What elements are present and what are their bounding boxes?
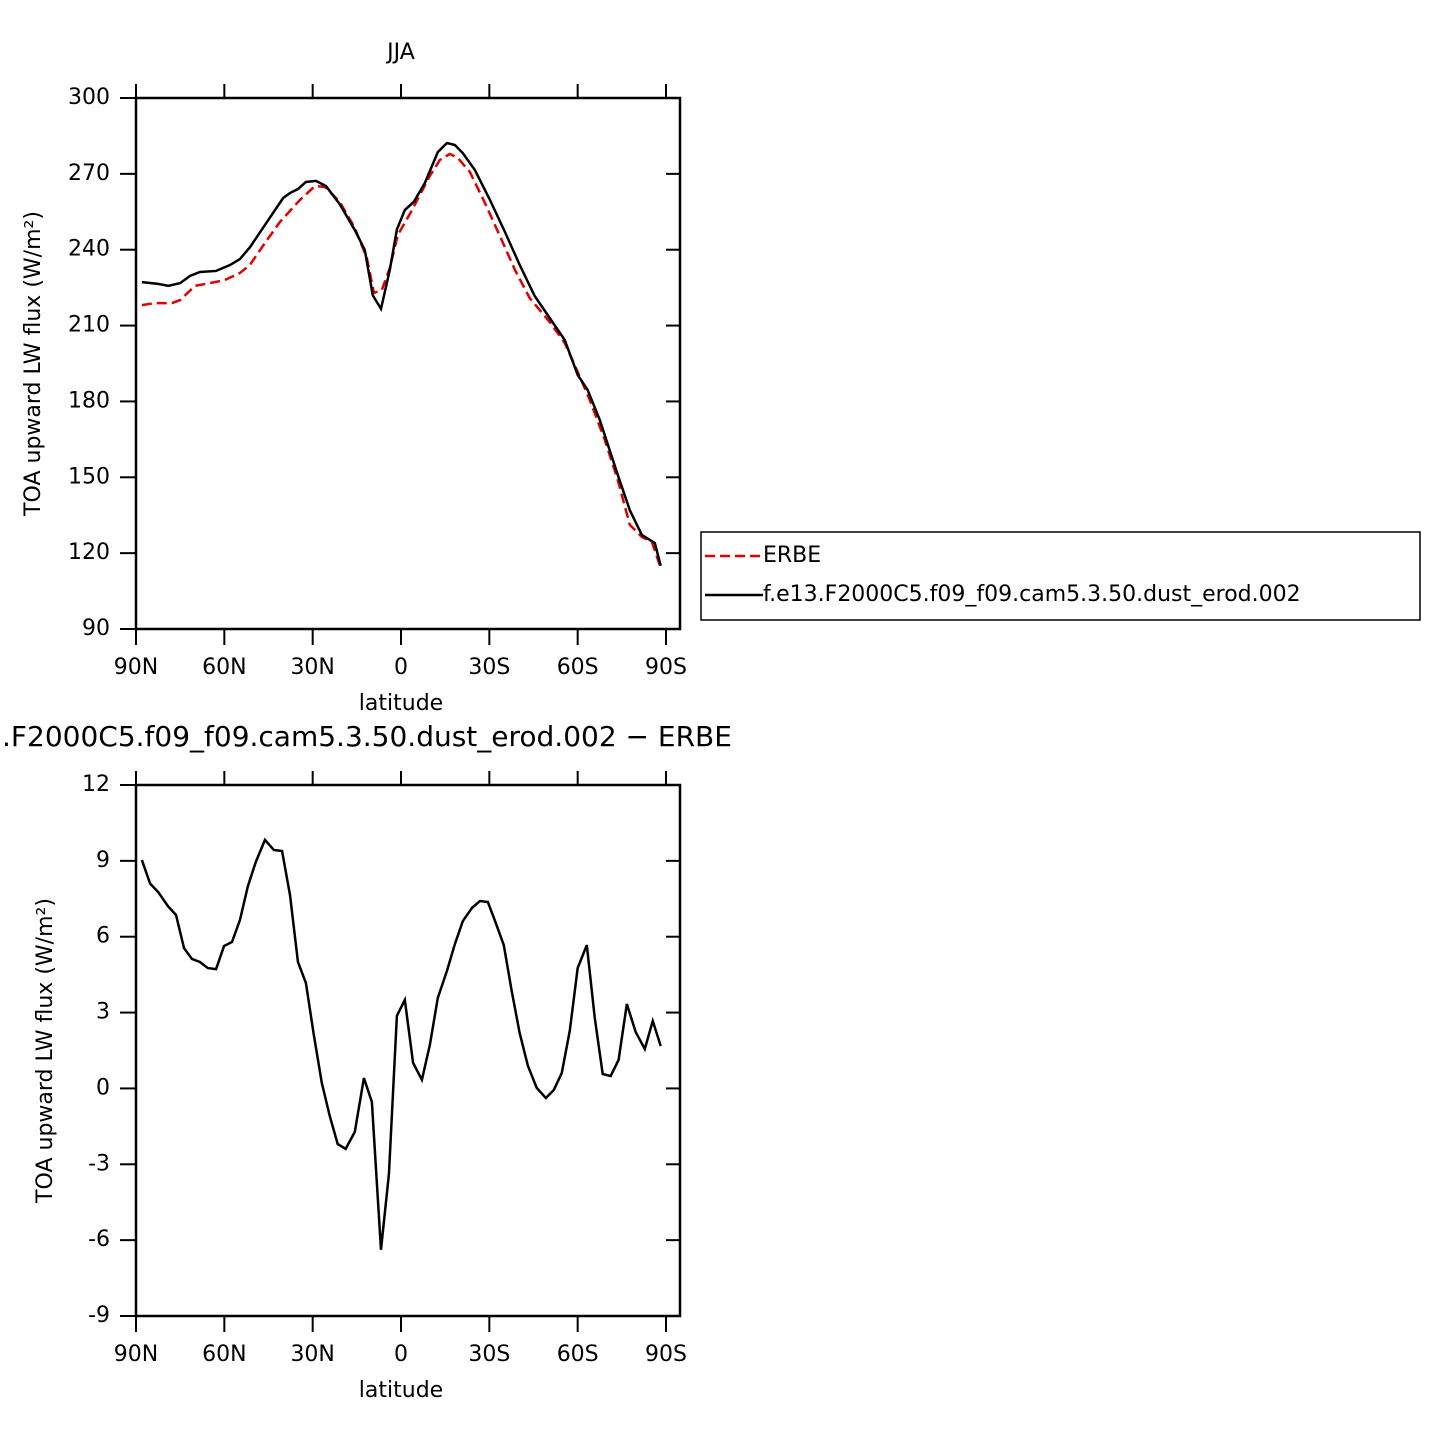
- y-tick-label: 300: [68, 85, 110, 110]
- x-tick-label: 90S: [645, 655, 687, 680]
- y-tick-label: 150: [68, 464, 110, 489]
- y-tick-label: -6: [88, 1227, 110, 1252]
- y-tick-label: 9: [96, 848, 110, 873]
- data-line: [141, 152, 662, 569]
- y-tick-label: 12: [82, 772, 110, 797]
- x-tick-label: 30S: [468, 1342, 510, 1367]
- legend-box: [700, 531, 1421, 621]
- data-line: [140, 837, 662, 1250]
- y-tick-label: -3: [88, 1151, 110, 1176]
- plot-frame: [134, 96, 682, 631]
- legend-label: ERBE: [763, 543, 821, 568]
- x-tick-label: 60N: [202, 1342, 246, 1367]
- x-tick-label: 30N: [290, 655, 334, 680]
- y-axis-label: TOA upward LW flux (W/m²): [33, 898, 58, 1204]
- y-tick-label: 210: [68, 313, 110, 338]
- y-tick-label: 0: [96, 1075, 110, 1100]
- legend-label: f.e13.F2000C5.f09_f09.cam5.3.50.dust_ero…: [763, 582, 1301, 607]
- x-tick-label: 60N: [202, 655, 246, 680]
- y-tick-label: 270: [68, 161, 110, 186]
- x-tick-label: 0: [394, 655, 408, 680]
- x-tick-label: 0: [394, 1342, 408, 1367]
- y-tick-label: 120: [68, 540, 110, 565]
- x-tick-label: 30N: [290, 1342, 334, 1367]
- x-tick-label: 90N: [114, 655, 158, 680]
- y-tick-label: 3: [96, 1000, 110, 1025]
- y-tick-label: 180: [68, 388, 110, 413]
- y-tick-label: -9: [88, 1303, 110, 1328]
- chart-title: .F2000C5.f09_f09.cam5.3.50.dust_erod.002…: [2, 720, 732, 753]
- x-tick-label: 60S: [557, 655, 599, 680]
- y-tick-label: 240: [68, 237, 110, 262]
- x-tick-label: 30S: [468, 655, 510, 680]
- chart-title: JJA: [385, 40, 415, 65]
- x-tick-label: 90S: [645, 1342, 687, 1367]
- y-tick-label: 6: [96, 924, 110, 949]
- y-axis-label: TOA upward LW flux (W/m²): [21, 211, 46, 517]
- x-tick-label: 60S: [557, 1342, 599, 1367]
- plot-frame: [134, 783, 682, 1318]
- data-line: [141, 141, 662, 567]
- x-axis-label: latitude: [359, 1378, 443, 1403]
- x-axis-label: latitude: [359, 691, 443, 716]
- x-tick-label: 90N: [114, 1342, 158, 1367]
- y-tick-label: 90: [82, 616, 110, 641]
